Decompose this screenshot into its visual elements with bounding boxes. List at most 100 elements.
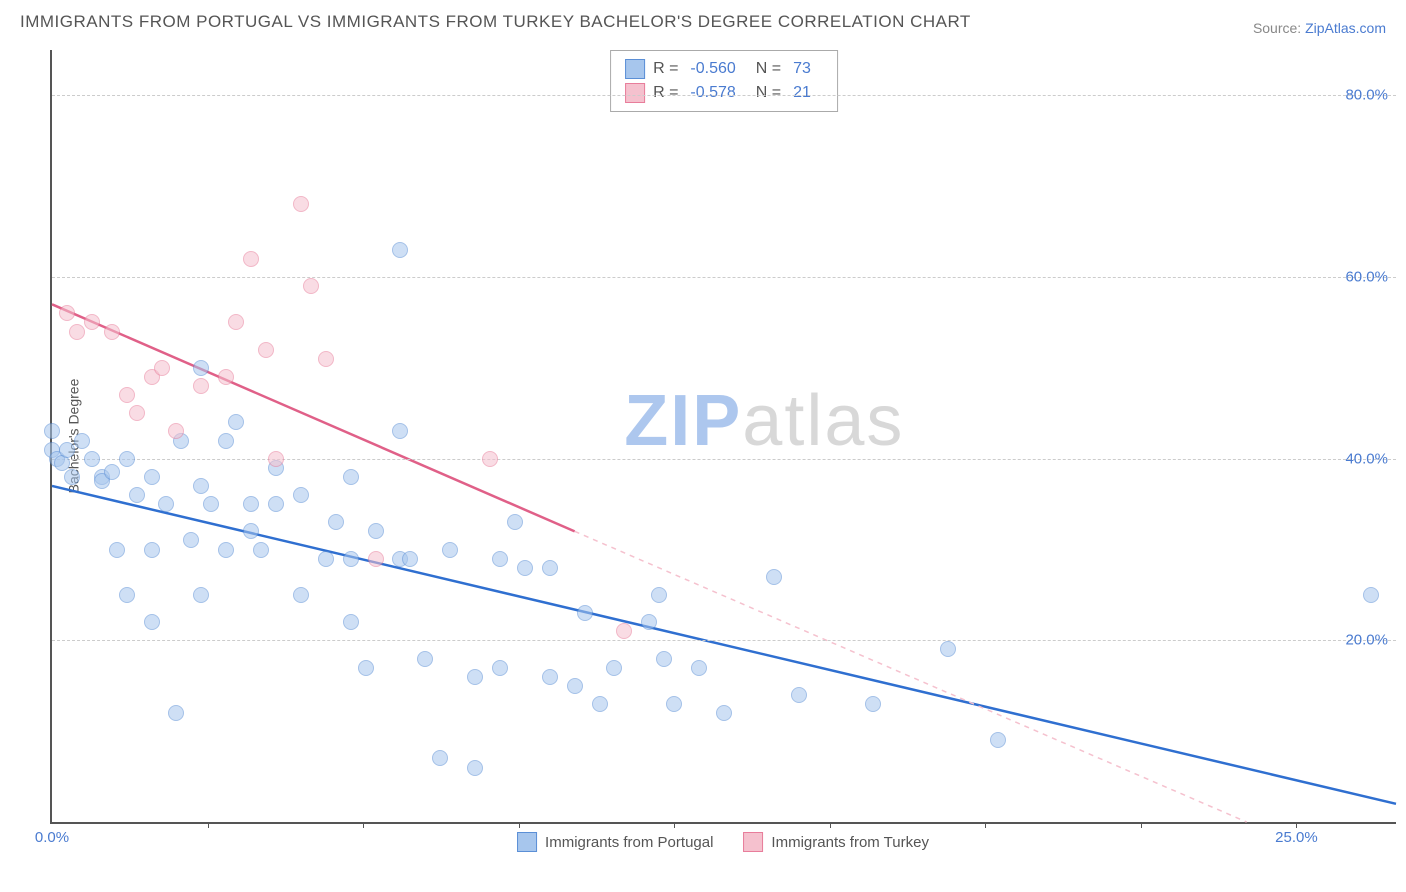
legend-n-label: N = xyxy=(756,84,781,102)
scatter-point-portugal xyxy=(318,551,334,567)
y-tick-label: 80.0% xyxy=(1345,87,1388,104)
scatter-point-portugal xyxy=(542,669,558,685)
scatter-point-turkey xyxy=(303,278,319,294)
x-tick-label: 25.0% xyxy=(1275,829,1318,846)
scatter-point-turkey xyxy=(59,305,75,321)
scatter-point-portugal xyxy=(44,423,60,439)
scatter-point-portugal xyxy=(243,496,259,512)
legend-item-portugal: Immigrants from Portugal xyxy=(517,832,713,852)
x-tick-mark xyxy=(830,822,831,828)
chart-title: IMMIGRANTS FROM PORTUGAL VS IMMIGRANTS F… xyxy=(20,12,971,32)
scatter-point-portugal xyxy=(492,660,508,676)
scatter-point-turkey xyxy=(318,351,334,367)
legend-label: Immigrants from Turkey xyxy=(771,834,929,851)
scatter-point-portugal xyxy=(791,687,807,703)
scatter-point-portugal xyxy=(59,442,75,458)
legend-label: Immigrants from Portugal xyxy=(545,834,713,851)
scatter-point-turkey xyxy=(104,324,120,340)
legend-r-label: R = xyxy=(653,60,678,78)
y-tick-label: 20.0% xyxy=(1345,632,1388,649)
scatter-point-portugal xyxy=(144,542,160,558)
x-tick-mark xyxy=(363,822,364,828)
scatter-point-turkey xyxy=(228,314,244,330)
scatter-point-portugal xyxy=(766,569,782,585)
scatter-point-portugal xyxy=(193,360,209,376)
x-tick-mark xyxy=(1296,822,1297,828)
source-link[interactable]: ZipAtlas.com xyxy=(1305,20,1386,36)
legend-swatch-turkey xyxy=(743,832,763,852)
x-tick-mark xyxy=(208,822,209,828)
scatter-point-portugal xyxy=(651,587,667,603)
scatter-point-portugal xyxy=(865,696,881,712)
scatter-point-turkey xyxy=(243,251,259,267)
trendline-dashed-turkey xyxy=(575,531,1247,822)
scatter-point-portugal xyxy=(577,605,593,621)
scatter-point-portugal xyxy=(144,614,160,630)
gridline xyxy=(52,95,1396,96)
legend-row: R = -0.560 N = 73 xyxy=(625,57,823,81)
source-attribution: Source: ZipAtlas.com xyxy=(1253,20,1386,36)
watermark: ZIPatlas xyxy=(624,380,904,462)
scatter-point-portugal xyxy=(158,496,174,512)
legend-row: R = -0.578 N = 21 xyxy=(625,81,823,105)
scatter-point-portugal xyxy=(716,705,732,721)
scatter-point-turkey xyxy=(293,196,309,212)
scatter-point-portugal xyxy=(358,660,374,676)
scatter-point-portugal xyxy=(144,469,160,485)
scatter-point-portugal xyxy=(392,242,408,258)
scatter-point-turkey xyxy=(258,342,274,358)
scatter-point-turkey xyxy=(168,423,184,439)
scatter-point-portugal xyxy=(104,464,120,480)
legend-n-label: N = xyxy=(756,60,781,78)
scatter-point-turkey xyxy=(616,623,632,639)
legend-r-value: -0.560 xyxy=(690,60,735,78)
legend-item-turkey: Immigrants from Turkey xyxy=(743,832,929,852)
scatter-point-portugal xyxy=(328,514,344,530)
scatter-point-portugal xyxy=(641,614,657,630)
scatter-point-portugal xyxy=(293,587,309,603)
scatter-point-portugal xyxy=(691,660,707,676)
legend-n-value: 73 xyxy=(793,60,811,78)
scatter-point-portugal xyxy=(343,469,359,485)
scatter-point-turkey xyxy=(268,451,284,467)
scatter-point-portugal xyxy=(492,551,508,567)
scatter-point-portugal xyxy=(64,469,80,485)
scatter-point-portugal xyxy=(119,587,135,603)
plot-region: Bachelor's Degree ZIPatlas R = -0.560 N … xyxy=(50,50,1396,824)
scatter-point-portugal xyxy=(1363,587,1379,603)
scatter-point-turkey xyxy=(129,405,145,421)
x-tick-mark xyxy=(1141,822,1142,828)
scatter-point-portugal xyxy=(467,760,483,776)
gridline xyxy=(52,640,1396,641)
watermark-atlas: atlas xyxy=(742,381,904,461)
legend-r-label: R = xyxy=(653,84,678,102)
scatter-point-portugal xyxy=(467,669,483,685)
scatter-point-portugal xyxy=(253,542,269,558)
y-tick-label: 40.0% xyxy=(1345,450,1388,467)
x-tick-mark xyxy=(519,822,520,828)
scatter-point-portugal xyxy=(203,496,219,512)
x-tick-mark xyxy=(985,822,986,828)
scatter-point-portugal xyxy=(84,451,100,467)
scatter-point-portugal xyxy=(218,433,234,449)
chart-area: Bachelor's Degree ZIPatlas R = -0.560 N … xyxy=(50,50,1396,852)
scatter-point-turkey xyxy=(193,378,209,394)
scatter-point-turkey xyxy=(154,360,170,376)
y-tick-label: 60.0% xyxy=(1345,269,1388,286)
scatter-point-portugal xyxy=(392,423,408,439)
gridline xyxy=(52,277,1396,278)
scatter-point-portugal xyxy=(507,514,523,530)
scatter-point-portugal xyxy=(293,487,309,503)
scatter-point-portugal xyxy=(218,542,234,558)
scatter-point-portugal xyxy=(183,532,199,548)
scatter-point-portugal xyxy=(129,487,145,503)
scatter-point-portugal xyxy=(343,551,359,567)
correlation-legend: R = -0.560 N = 73 R = -0.578 N = 21 xyxy=(610,50,838,112)
legend-swatch-portugal xyxy=(625,59,645,79)
legend-n-value: 21 xyxy=(793,84,811,102)
scatter-point-portugal xyxy=(517,560,533,576)
scatter-point-turkey xyxy=(482,451,498,467)
watermark-zip: ZIP xyxy=(624,381,742,461)
scatter-point-portugal xyxy=(656,651,672,667)
scatter-point-turkey xyxy=(69,324,85,340)
